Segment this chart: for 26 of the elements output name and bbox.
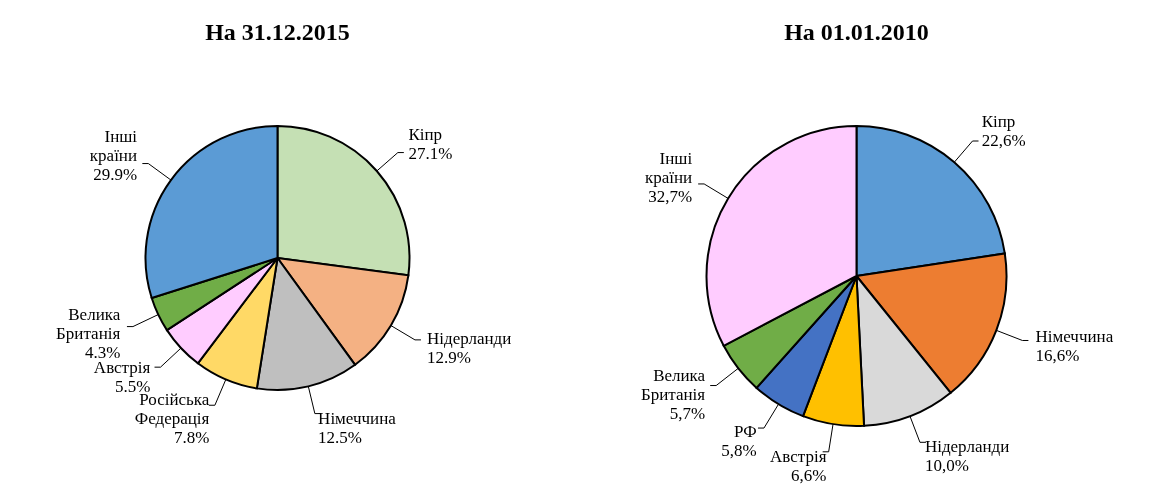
slice-label: Німеччина bbox=[1035, 327, 1114, 347]
slice-label: Велика Британія bbox=[640, 366, 706, 405]
data-label: 5,7% bbox=[669, 404, 706, 424]
data-label: 22,6% bbox=[981, 130, 1026, 150]
slice-label: РФ bbox=[734, 421, 757, 441]
chart-title: На 31.12.2015 bbox=[205, 19, 350, 45]
data-label: 10,0% bbox=[924, 455, 969, 475]
slice-label: Кіпр bbox=[408, 124, 443, 144]
data-label: 7.8% bbox=[173, 428, 210, 448]
slice-label: Австрія bbox=[770, 447, 827, 467]
slice-label: Інші країни bbox=[644, 148, 693, 187]
slice-label: Нідерланди bbox=[426, 328, 512, 348]
data-label: 32,7% bbox=[648, 186, 693, 206]
data-label: 16,6% bbox=[1035, 346, 1080, 366]
data-label: 6,6% bbox=[791, 466, 827, 486]
data-label: 29.9% bbox=[93, 165, 138, 185]
data-label: 12.9% bbox=[426, 347, 471, 367]
slice-label: Велика Британія bbox=[56, 304, 121, 343]
slice-label: Нідерланди bbox=[924, 436, 1010, 456]
slice-label: Кіпр bbox=[981, 111, 1016, 131]
chart-title: На 01.01.2010 bbox=[784, 19, 929, 45]
slice-label: Інші країни bbox=[89, 127, 138, 166]
data-label: 12.5% bbox=[318, 427, 363, 447]
data-label: 27.1% bbox=[408, 143, 453, 163]
data-label: 5,8% bbox=[721, 440, 757, 460]
slice-label: Німеччина bbox=[318, 408, 397, 428]
